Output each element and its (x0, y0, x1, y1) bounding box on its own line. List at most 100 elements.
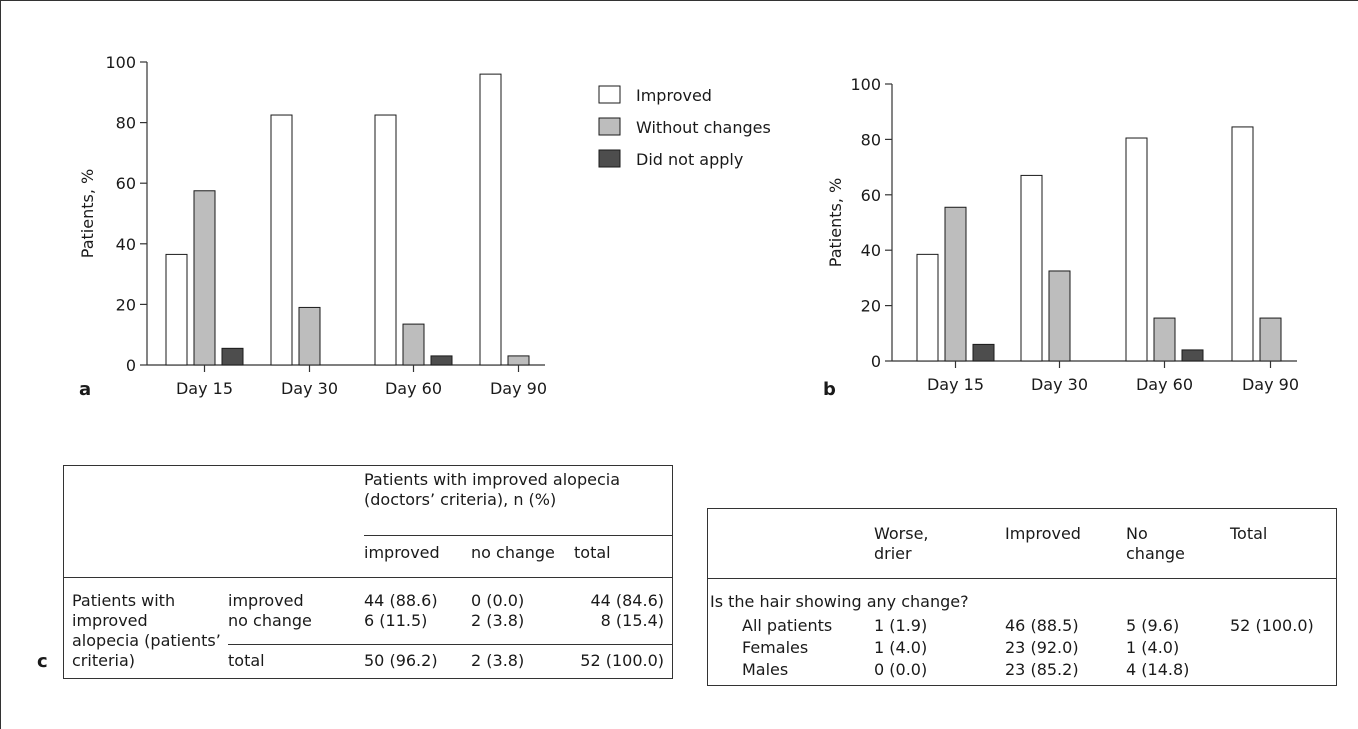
col-header-improved: Improved (1005, 524, 1081, 543)
bar-charts: 0 20 40 60 80 100 Patients, % Day 15 Day 30 Day 6… (78, 53, 1299, 398)
row-label-no-change: no change (228, 611, 312, 630)
y-axis-label: Patients, % (826, 178, 845, 267)
x-tick-label: Day 90 (1242, 375, 1299, 394)
cell: 44 (88.6) (364, 591, 438, 610)
col-header-worse-line-2: drier (874, 544, 912, 563)
row-group-line-2: improved (72, 611, 148, 630)
cell: 46 (88.5) (1005, 616, 1079, 635)
panel-label-b: b (823, 379, 836, 400)
row-label-males: Males (742, 660, 789, 679)
cell: 23 (85.2) (1005, 660, 1079, 679)
y-tick-label: 60 (116, 174, 136, 193)
col-header-no-change: no change (471, 543, 555, 562)
bar-without-changes (193, 190, 216, 366)
cell: 1 (1.9) (874, 616, 928, 635)
cell: 4 (14.8) (1126, 660, 1190, 679)
question-label: Is the hair showing any change? (710, 592, 969, 611)
bar-did-not-apply (972, 343, 995, 362)
cell: 52 (100.0) (1230, 616, 1314, 635)
bar-did-not-apply (430, 355, 453, 366)
col-header-worse-line-1: Worse, (874, 524, 929, 543)
y-tick-label: 80 (861, 130, 881, 149)
legend-swatch (598, 117, 621, 136)
legend-label: Without changes (636, 118, 771, 137)
bar-did-not-apply (1181, 349, 1204, 362)
cell: 5 (9.6) (1126, 616, 1180, 635)
col-header-no-change-line-2: change (1126, 544, 1185, 563)
bar-improved (916, 253, 939, 362)
bar-improved (1125, 137, 1148, 362)
bar-without-changes (402, 323, 425, 366)
row-group-line-3: alopecia (patients’ (72, 631, 221, 650)
panel-label-a: a (79, 379, 92, 400)
bar-improved (1020, 174, 1043, 362)
x-tick-label: Day 15 (927, 375, 984, 394)
legend-swatch (598, 85, 621, 104)
cell: 0 (0.0) (874, 660, 928, 679)
legend-swatch (598, 149, 621, 168)
cell: 6 (11.5) (364, 611, 428, 630)
bar-improved (374, 114, 397, 366)
row-label-total: total (228, 651, 265, 670)
x-tick-label: Day 60 (1136, 375, 1193, 394)
cell: 1 (4.0) (874, 638, 928, 657)
col-header-total: total (574, 543, 611, 562)
cell: 50 (96.2) (364, 651, 438, 670)
row-label-females: Females (742, 638, 809, 657)
bar-did-not-apply (221, 347, 244, 366)
y-tick-label: 80 (116, 114, 136, 133)
y-tick-label: 0 (871, 352, 881, 371)
header-bottom-rule (708, 578, 1336, 579)
cell: 2 (3.8) (471, 611, 525, 630)
cell: 1 (4.0) (1126, 638, 1180, 657)
bar-without-changes (298, 306, 321, 366)
panel-label-c: c (37, 651, 48, 672)
y-tick-label: 20 (861, 297, 881, 316)
header-group-line-2: (doctors’ criteria), n (%) (364, 490, 557, 509)
total-rule (228, 644, 672, 645)
cell: 23 (92.0) (1005, 638, 1079, 657)
y-tick-label: 100 (105, 53, 136, 72)
figure-frame-top (0, 0, 1358, 1)
header-rule (364, 535, 672, 536)
x-tick-label: Day 60 (385, 379, 442, 398)
x-tick-label: Day 15 (176, 379, 233, 398)
hair-change-table: Worse, drier Improved No change Total Is… (707, 508, 1337, 686)
y-tick-label: 20 (116, 295, 136, 314)
row-group-line-1: Patients with (72, 591, 176, 610)
y-axis-label: Patients, % (78, 169, 97, 258)
row-label-all-patients: All patients (742, 616, 833, 635)
figure-frame-left (0, 0, 1, 729)
bar-improved (165, 253, 188, 366)
bar-improved (479, 73, 502, 366)
bar-improved (1231, 126, 1254, 362)
x-tick-label: Day 30 (281, 379, 338, 398)
cell: 8 (15.4) (600, 611, 664, 630)
y-tick-label: 40 (116, 235, 136, 254)
cell: 44 (84.6) (590, 591, 664, 610)
y-tick-label: 100 (850, 75, 881, 94)
bar-without-changes (1048, 270, 1071, 362)
x-tick-label: Day 30 (1031, 375, 1088, 394)
y-tick-label: 40 (861, 241, 881, 260)
y-tick-label: 60 (861, 186, 881, 205)
bar-without-changes (1153, 317, 1176, 362)
y-tick-label: 0 (126, 356, 136, 375)
legend-label: Did not apply (636, 150, 743, 169)
bar-without-changes (1259, 317, 1282, 362)
col-header-total: Total (1230, 524, 1268, 543)
row-group-line-4: criteria) (72, 651, 136, 670)
bar-without-changes (944, 206, 967, 362)
header-bottom-rule (64, 577, 672, 578)
col-header-no-change-line-1: No (1126, 524, 1148, 543)
x-tick-label: Day 90 (490, 379, 547, 398)
bar-without-changes (507, 355, 530, 366)
header-group-line-1: Patients with improved alopecia (364, 470, 621, 489)
col-header-improved: improved (364, 543, 440, 562)
bar-improved (270, 114, 293, 366)
cell: 52 (100.0) (580, 651, 664, 670)
cell: 0 (0.0) (471, 591, 525, 610)
legend-label: Improved (636, 86, 712, 105)
cell: 2 (3.8) (471, 651, 525, 670)
row-label-improved: improved (228, 591, 304, 610)
